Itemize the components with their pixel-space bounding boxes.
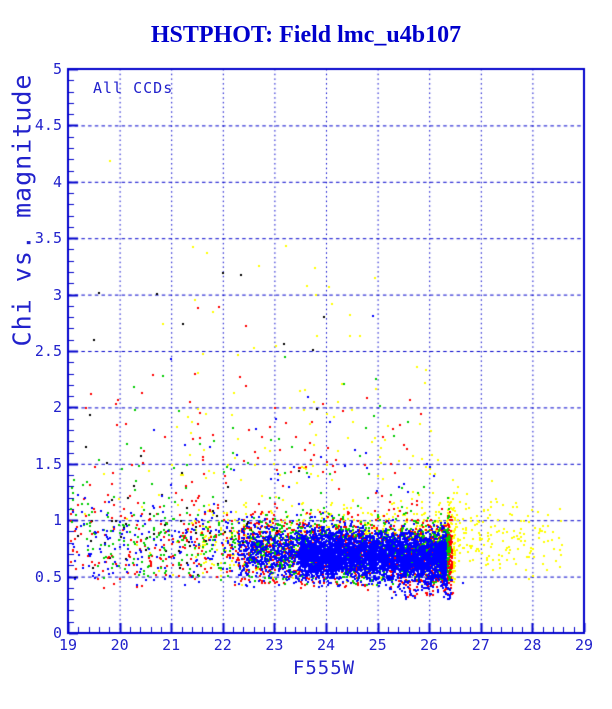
x-tick-label: 20	[110, 636, 129, 654]
x-tick-label: 21	[162, 636, 181, 654]
y-tick-label: 1	[52, 511, 62, 530]
y-tick-label: 2	[52, 398, 62, 417]
x-tick-label: 28	[523, 636, 542, 654]
y-tick-label: 3	[52, 285, 62, 304]
y-tick-label: 4.5	[34, 116, 62, 135]
y-tick-label: 4	[52, 172, 62, 191]
x-axis-label: F555W	[292, 657, 356, 679]
y-tick-label: 5	[52, 60, 62, 78]
y-tick-label: 3.5	[34, 229, 62, 248]
y-tick-label: 0.5	[34, 567, 62, 586]
plot-title: HSTPHOT: Field lmc_u4b107	[150, 22, 462, 48]
y-tick-label: 1.5	[34, 454, 62, 473]
x-tick-label: 23	[265, 636, 284, 654]
x-tick-label: 19	[58, 636, 78, 654]
y-axis-label: Chi vs. magnitude	[7, 73, 37, 347]
y-tick-label: 0	[52, 624, 62, 642]
x-tick-label: 29	[574, 636, 594, 654]
x-tick-label: 24	[316, 636, 336, 654]
x-tick-label: 27	[471, 636, 490, 654]
x-tick-label: 25	[368, 636, 387, 654]
ccd-annotation: All CCDs	[93, 79, 174, 97]
x-tick-label: 26	[420, 636, 439, 654]
x-tick-label: 22	[213, 636, 232, 654]
y-tick-label: 2.5	[34, 342, 62, 360]
